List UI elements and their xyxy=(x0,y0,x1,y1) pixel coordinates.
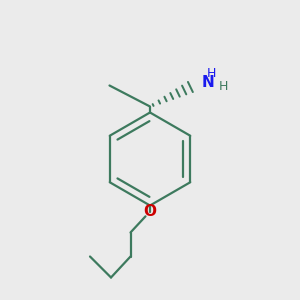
Text: H: H xyxy=(219,80,228,94)
Text: N: N xyxy=(202,75,215,90)
Text: H: H xyxy=(207,67,216,80)
Text: O: O xyxy=(143,204,157,219)
